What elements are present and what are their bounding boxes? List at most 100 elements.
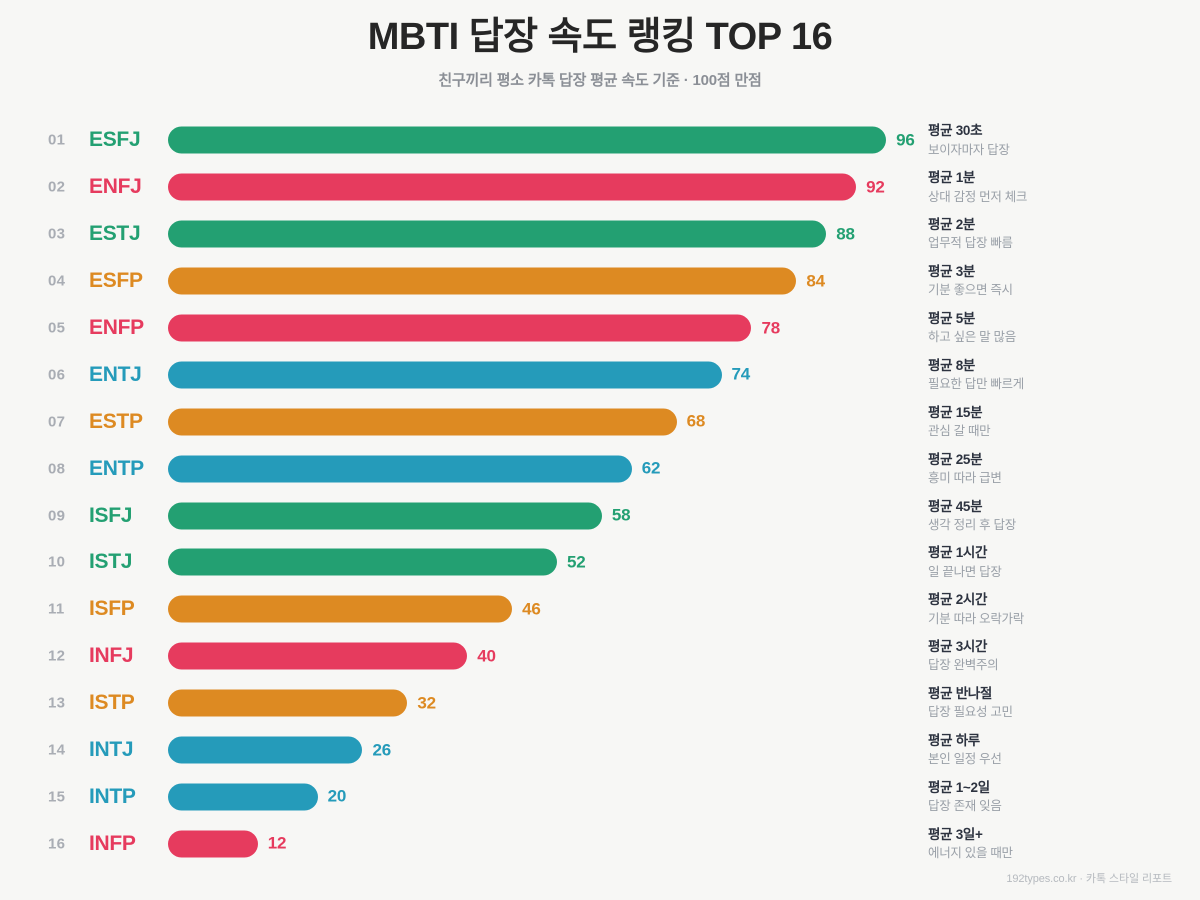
ranking-row: 04 ESFP 84 평균 3분 기분 좋으면 즉시 bbox=[0, 258, 1200, 305]
rank-number: 15 bbox=[48, 788, 66, 806]
bar-value-label: 96 bbox=[896, 130, 915, 150]
ranking-row: 07 ESTP 68 평균 15분 관심 갈 때만 bbox=[0, 398, 1200, 445]
bar-value-label: 74 bbox=[731, 364, 751, 384]
bar bbox=[168, 595, 513, 623]
row-annotation: 평균 25분 흥미 따라 급변 bbox=[928, 451, 1178, 487]
ranking-row: 13 ISTP 32 평균 반나절 답장 필요성 고민 bbox=[0, 680, 1200, 727]
mbti-type-label: ISFJ bbox=[89, 503, 133, 527]
annotation-title: 평균 3시간 bbox=[928, 639, 988, 655]
annotation-subtitle: 상대 감정 먼저 체크 bbox=[928, 189, 1028, 204]
annotation-subtitle: 생각 정리 후 답장 bbox=[928, 517, 1016, 532]
ranking-row: 09 ISFJ 58 평균 45분 생각 정리 후 답장 bbox=[0, 492, 1200, 539]
annotation-subtitle: 답장 필요성 고민 bbox=[928, 705, 1013, 720]
ranking-row: 11 ISFP 46 평균 2시간 기분 따라 오락가락 bbox=[0, 586, 1200, 633]
footer-credit: 192types.co.kr · 카톡 스타일 리포트 bbox=[1006, 873, 1172, 885]
rank-number: 07 bbox=[48, 413, 66, 431]
bar-value-label: 58 bbox=[611, 505, 631, 525]
annotation-title: 평균 3일+ bbox=[928, 826, 983, 842]
mbti-type-label: INFP bbox=[89, 831, 136, 855]
ranking-row: 14 INTJ 26 평균 하루 본인 일정 우선 bbox=[0, 727, 1200, 774]
bar-value-label: 32 bbox=[417, 693, 436, 713]
mbti-type-label: ISTP bbox=[89, 691, 135, 715]
annotation-subtitle: 에너지 있을 때만 bbox=[928, 845, 1013, 860]
annotation-title: 평균 3분 bbox=[928, 264, 976, 280]
annotation-title: 평균 반나절 bbox=[928, 686, 993, 702]
row-annotation: 평균 2시간 기분 따라 오락가락 bbox=[928, 591, 1178, 627]
bar bbox=[168, 220, 827, 248]
mbti-type-label: ESFJ bbox=[89, 128, 141, 152]
bar-track: 96 bbox=[168, 126, 916, 154]
rank-number: 02 bbox=[48, 178, 66, 196]
rank-number: 08 bbox=[48, 460, 66, 478]
row-annotation: 평균 3일+ 에너지 있을 때만 bbox=[928, 826, 1178, 862]
annotation-title: 평균 30초 bbox=[928, 123, 983, 139]
bar-value-label: 68 bbox=[686, 411, 706, 431]
annotation-subtitle: 답장 존재 잊음 bbox=[928, 799, 1002, 814]
bar-track: 92 bbox=[168, 173, 916, 201]
annotation-subtitle: 흥미 따라 급변 bbox=[928, 470, 1002, 485]
ranking-row: 12 INFJ 40 평균 3시간 답장 완벽주의 bbox=[0, 633, 1200, 680]
bar-value-label: 78 bbox=[761, 318, 780, 337]
mbti-type-label: ENTP bbox=[89, 456, 144, 480]
page-subtitle: 친구끼리 평소 카톡 답장 평균 속도 기준 · 100점 만점 bbox=[438, 71, 762, 89]
ranking-row: 16 INFP 12 평균 3일+ 에너지 있을 때만 bbox=[0, 820, 1200, 867]
bar bbox=[168, 361, 722, 389]
ranking-row: 05 ENFP 78 평균 5분 하고 싶은 말 많음 bbox=[0, 305, 1200, 352]
annotation-title: 평균 1시간 bbox=[928, 545, 988, 561]
annotation-title: 평균 1~2일 bbox=[928, 779, 990, 795]
ranking-row: 03 ESTJ 88 평균 2분 업무적 답장 빠름 bbox=[0, 211, 1200, 258]
annotation-title: 평균 8분 bbox=[928, 357, 976, 373]
annotation-title: 평균 하루 bbox=[928, 732, 980, 748]
bar-track: 68 bbox=[168, 408, 916, 436]
mbti-type-label: ESTP bbox=[89, 409, 143, 433]
annotation-subtitle: 답장 완벽주의 bbox=[928, 658, 999, 673]
annotation-subtitle: 보이자마자 답장 bbox=[928, 142, 1010, 157]
bar-track: 62 bbox=[168, 455, 916, 483]
bar bbox=[168, 642, 468, 670]
mbti-type-label: INTP bbox=[89, 784, 136, 808]
mbti-type-label: ENFJ bbox=[89, 175, 142, 199]
rank-number: 12 bbox=[48, 647, 66, 665]
bar-value-label: 20 bbox=[327, 786, 347, 806]
annotation-title: 평균 5분 bbox=[928, 310, 976, 326]
page-title: MBTI 답장 속도 랭킹 TOP 16 bbox=[367, 16, 833, 58]
bar bbox=[168, 408, 677, 436]
bar bbox=[168, 502, 602, 530]
annotation-title: 평균 1분 bbox=[928, 170, 976, 186]
bar-value-label: 52 bbox=[566, 552, 586, 572]
bar bbox=[168, 548, 557, 576]
annotation-subtitle: 필요한 답만 빠르게 bbox=[928, 377, 1024, 392]
annotation-subtitle: 기분 좋으면 즉시 bbox=[928, 283, 1013, 298]
row-annotation: 평균 5분 하고 싶은 말 많음 bbox=[928, 310, 1178, 346]
bar-track: 84 bbox=[168, 267, 916, 295]
rank-number: 09 bbox=[48, 507, 66, 525]
bar bbox=[168, 126, 887, 154]
rank-number: 01 bbox=[48, 131, 66, 149]
bar bbox=[168, 267, 797, 295]
mbti-type-label: ISFP bbox=[89, 597, 135, 621]
bar-value-label: 26 bbox=[372, 740, 391, 760]
bar-track: 32 bbox=[168, 689, 916, 717]
mbti-type-label: INTJ bbox=[89, 738, 134, 762]
bar bbox=[168, 736, 363, 764]
bar-track: 52 bbox=[168, 548, 916, 576]
bar bbox=[168, 830, 258, 858]
bar bbox=[168, 314, 752, 342]
mbti-type-label: ESFP bbox=[89, 269, 143, 293]
annotation-subtitle: 본인 일정 우선 bbox=[928, 752, 1002, 767]
annotation-subtitle: 일 끝나면 답장 bbox=[928, 564, 1002, 579]
bar bbox=[168, 173, 857, 201]
bar-value-label: 40 bbox=[477, 646, 496, 666]
ranking-row: 10 ISTJ 52 평균 1시간 일 끝나면 답장 bbox=[0, 539, 1200, 586]
annotation-subtitle: 업무적 답장 빠름 bbox=[928, 236, 1013, 251]
